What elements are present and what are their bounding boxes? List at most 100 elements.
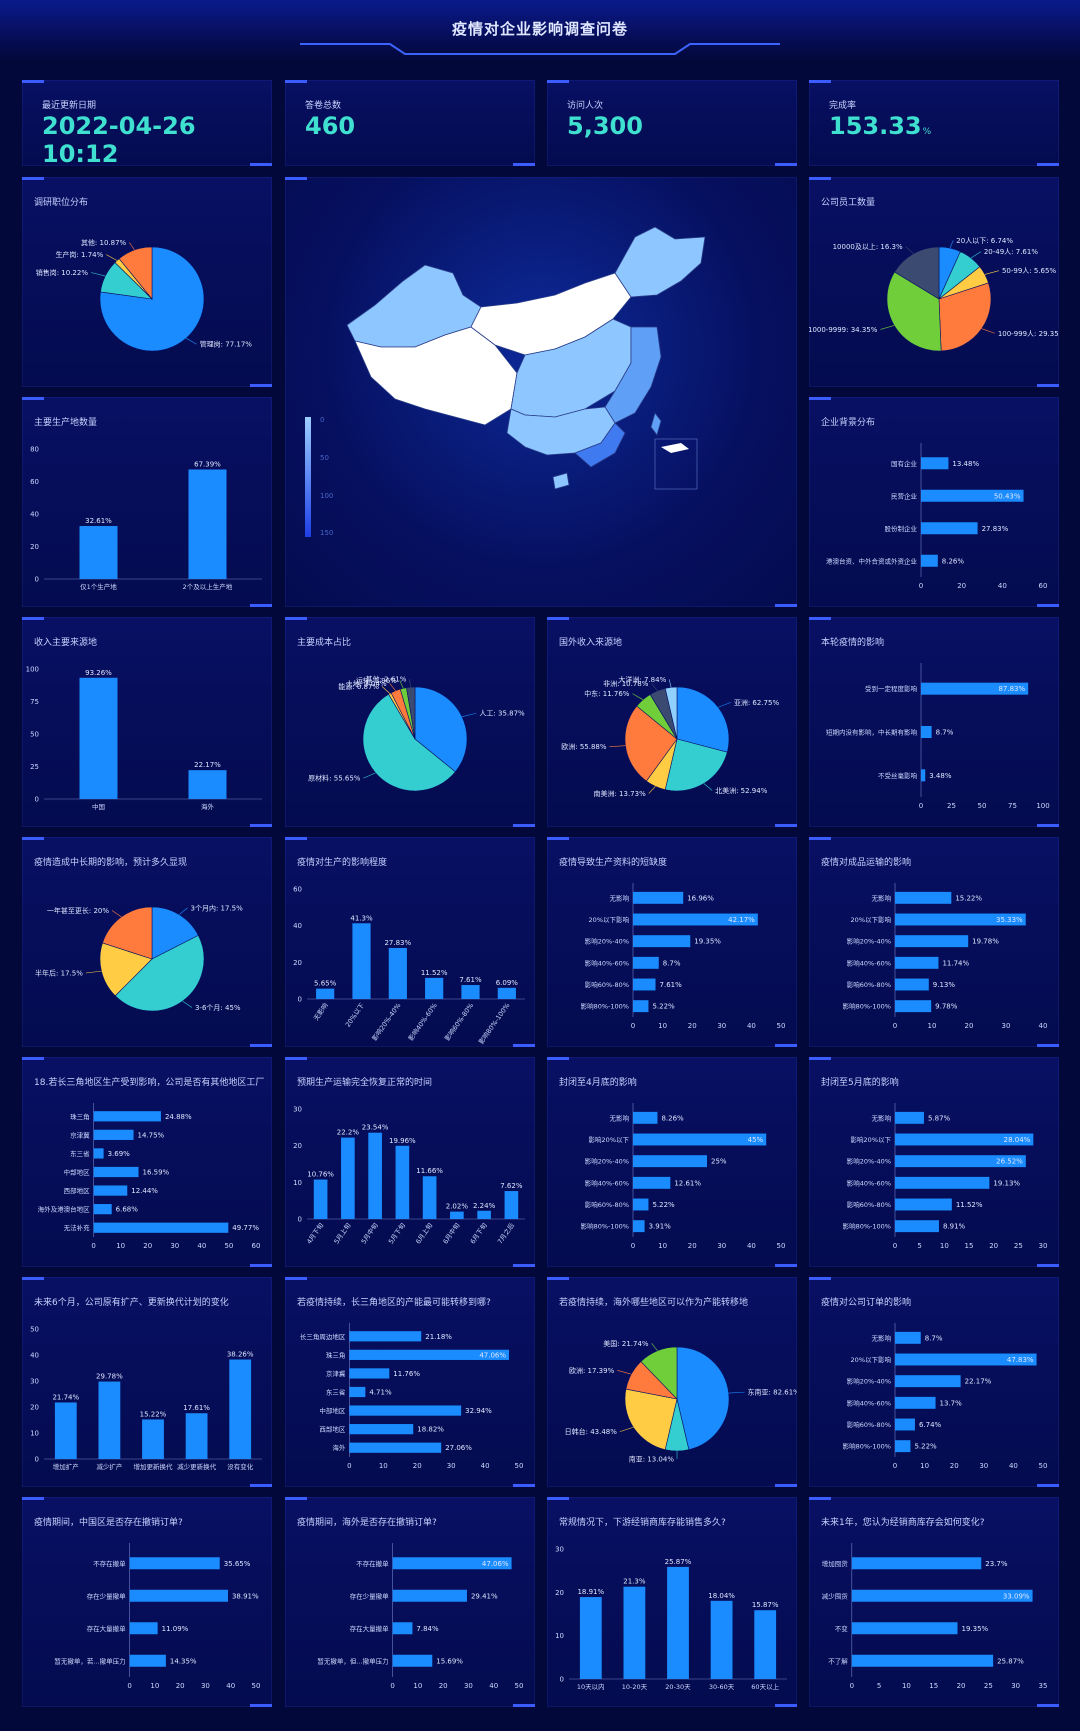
- y-tick-label: 存在大量撤单: [87, 1624, 127, 1633]
- x-tick-label: 50: [252, 1682, 261, 1690]
- y-tick-label: 0: [35, 1456, 39, 1464]
- y-tick-label: 30: [293, 1106, 302, 1114]
- y-tick-label: 影响20%以下: [851, 1135, 892, 1144]
- pie-slice-label: 20-49人: 7.61%: [984, 248, 1039, 256]
- chart-card-prod: 疫情对生产的影响程度 0 20 40 60 5.65% 无影响 41.3% 20%以下 27.83…: [285, 837, 535, 1047]
- chart-title: 未来1年，您认为经销商库存会如何变化?: [821, 1518, 985, 1528]
- bar: [623, 1586, 646, 1679]
- chart-card-may: 封闭至5月底的影响 0 5 10 15 20 25 30 无影响 5.87% 影响20%以下 28.0…: [809, 1057, 1059, 1267]
- pie-leader-line: [461, 712, 477, 717]
- bar: [349, 1442, 442, 1453]
- bar-value-label: 2.02%: [446, 1203, 469, 1211]
- pie-slice: [894, 246, 940, 300]
- x-tick-label: 5月中旬: [359, 1221, 380, 1246]
- y-tick-label: 影响80%-100%: [843, 1442, 891, 1451]
- x-tick-label: 20%以下: [344, 1001, 367, 1028]
- chart-svg: 0 10 20 30 40 50 60 珠三角 24.88% 京津冀 14.75% 东三省 3.69% 中…: [38, 1103, 261, 1250]
- y-tick-label: 珠三角: [326, 1350, 346, 1359]
- pie-slice-label: 半年后: 17.5%: [35, 969, 83, 978]
- chart-title: 疫情造成中长期的影响，预计多久显现: [34, 858, 188, 868]
- bar-value-label: 87.83%: [998, 685, 1025, 693]
- kpi-label: 完成率: [829, 101, 857, 111]
- pie-slice-label: 一年甚至更长: 20%: [47, 906, 109, 915]
- bar: [79, 526, 118, 579]
- bar-value-label: 7.61%: [459, 976, 482, 984]
- x-tick-label: 50: [777, 1242, 786, 1250]
- x-tick-label: 25: [1014, 1242, 1023, 1250]
- bar: [633, 1220, 645, 1233]
- y-tick-label: 无影响: [872, 1113, 892, 1122]
- x-tick-label: 30-60天: [709, 1683, 735, 1691]
- x-tick-label: 40: [226, 1682, 235, 1690]
- bar: [895, 978, 929, 991]
- map-legend-tick: 0: [320, 416, 324, 424]
- bar-value-label: 7.84%: [416, 1625, 439, 1633]
- x-tick-label: 5: [917, 1242, 921, 1250]
- x-tick-label: 10: [940, 1242, 949, 1250]
- y-tick-label: 股份制企业: [885, 524, 918, 533]
- bar: [895, 1133, 1034, 1146]
- kpi-card-visits: 访问人次 5,300: [547, 80, 797, 166]
- pie-leader-line: [409, 679, 412, 688]
- chart-svg: 0 10 20 30 10.76% 4月下旬 22.2% 5月上旬 23.54% 5月中旬 19.9…: [293, 1106, 525, 1246]
- x-tick-label: 60: [252, 1242, 261, 1250]
- x-tick-label: 20: [989, 1242, 998, 1250]
- pie-slice: [114, 934, 205, 1012]
- pie-slice-label: 50-99人: 5.65%: [1002, 267, 1057, 275]
- y-tick-label: 珠三角: [70, 1112, 90, 1121]
- bar: [754, 1610, 777, 1679]
- pie-slice: [624, 1388, 678, 1450]
- y-tick-label: 影响80%-100%: [843, 1002, 891, 1011]
- bar-value-label: 15.22%: [955, 894, 982, 902]
- chart-title: 本轮疫情的影响: [821, 638, 885, 648]
- bar: [895, 913, 1026, 926]
- bar: [921, 726, 932, 738]
- x-tick-label: 0: [919, 582, 923, 590]
- bar: [388, 947, 407, 999]
- y-tick-label: 30: [30, 1378, 39, 1386]
- bar-value-label: 22.2%: [337, 1129, 360, 1137]
- pie-slice-label: 南亚: 13.04%: [629, 1455, 675, 1464]
- x-tick-label: 50: [978, 802, 987, 810]
- kpi-value: 2022-04-26 10:12: [42, 112, 196, 168]
- y-tick-label: 不了解: [828, 1656, 848, 1665]
- x-tick-label: 无影响: [311, 1001, 330, 1023]
- bar-value-label: 41.3%: [350, 914, 373, 922]
- bar-value-label: 22.17%: [965, 1378, 992, 1386]
- bar-value-label: 18.04%: [708, 1592, 735, 1600]
- bar: [316, 988, 335, 999]
- x-tick-label: 10: [920, 1462, 929, 1470]
- x-tick-label: 4月下旬: [304, 1221, 325, 1246]
- bar: [422, 1176, 437, 1219]
- chart-title: 国外收入来源地: [559, 638, 623, 648]
- y-tick-label: 20: [555, 1589, 564, 1597]
- y-tick-label: 影响20%-40%: [847, 937, 891, 946]
- pie-leader-line: [609, 745, 626, 747]
- bar: [349, 1331, 422, 1342]
- bar-value-label: 21.3%: [623, 1578, 646, 1586]
- y-tick-label: 影响40%-60%: [585, 1178, 629, 1187]
- pie-slice: [664, 738, 728, 792]
- pie-slice: [640, 1346, 678, 1400]
- bar: [341, 1137, 355, 1219]
- x-tick-label: 0: [893, 1242, 897, 1250]
- bar: [633, 1000, 649, 1013]
- map-region-guangdong: [574, 422, 626, 468]
- chart-svg: 20人以下: 6.74% 20-49人: 7.61% 50-99人: 5.65% 10…: [809, 237, 1059, 352]
- y-tick-label: 60: [293, 886, 302, 894]
- pie-slice-label: 美国: 21.74%: [603, 1339, 649, 1348]
- pie-slice-label: 中东: 11.76%: [584, 689, 630, 698]
- bar: [895, 891, 952, 904]
- bar-value-label: 47.06%: [479, 1351, 506, 1359]
- chart-card-os_cancel: 疫情期间，海外是否存在撤销订单? 0 10 20 30 40 50 不存在撤单 47.06% 存在…: [285, 1497, 535, 1707]
- y-tick-label: 影响20%-40%: [585, 1157, 629, 1166]
- bar-value-label: 14.75%: [138, 1131, 165, 1139]
- x-tick-label: 10-20天: [622, 1683, 648, 1691]
- chart-svg: 0 10 20 30 40 50 长三角周边地区 21.18% 珠三角 47.06% 京津冀 11.7…: [300, 1323, 523, 1470]
- bar-value-label: 5.22%: [914, 1443, 937, 1451]
- bar: [895, 1111, 924, 1124]
- bar-value-label: 27.83%: [384, 939, 411, 947]
- chart-svg: 管理岗: 77.17% 销售岗: 10.22% 生产岗: 1.74% 其他: 10.8…: [36, 238, 252, 352]
- x-tick-label: 10: [902, 1682, 911, 1690]
- bar: [633, 891, 684, 904]
